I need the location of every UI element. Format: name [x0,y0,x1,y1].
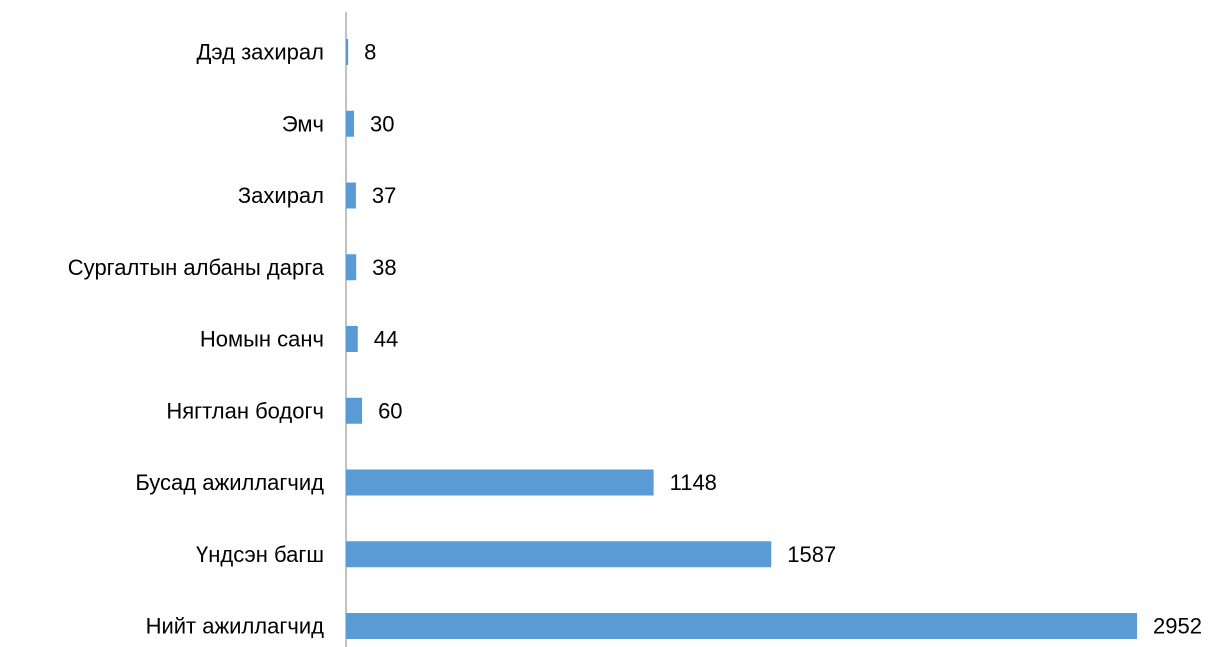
value-label-3: 37 [372,183,396,208]
bar-8 [346,541,772,568]
bar-3 [346,182,356,209]
bars-group [346,39,1137,639]
value-label-7: 1148 [670,470,717,495]
category-label-1: Дэд захирал [196,40,324,65]
value-label-2: 30 [370,111,394,136]
category-label-7: Бусад ажиллагчид [135,470,324,495]
bar-4 [346,254,357,281]
category-label-5: Номын санч [200,327,324,352]
value-label-1: 8 [364,40,376,65]
bar-2 [346,110,355,137]
bar-5 [346,326,358,352]
value-label-9: 2952 [1153,614,1202,639]
bar-6 [346,397,363,424]
bar-7 [346,469,654,496]
category-label-9: Нийт ажиллагчид [146,614,325,639]
value-label-8: 1587 [787,542,836,567]
bar-9 [346,613,1137,639]
value-labels-group: 8 30 37 38 44 60 1148 1587 2952 [364,40,1202,639]
category-label-2: Эмч [282,111,324,136]
value-label-5: 44 [374,327,398,352]
category-label-8: Үндсэн багш [196,542,324,567]
value-label-4: 38 [372,255,396,280]
bar-1 [346,39,349,65]
category-label-6: Нягтлан бодогч [166,398,324,423]
category-label-3: Захирал [238,183,324,208]
category-labels-group: Дэд захирал Эмч Захирал Сургалтын албаны да… [68,40,325,639]
category-label-4: Сургалтын албаны дарга [68,255,325,280]
value-label-6: 60 [378,398,402,423]
